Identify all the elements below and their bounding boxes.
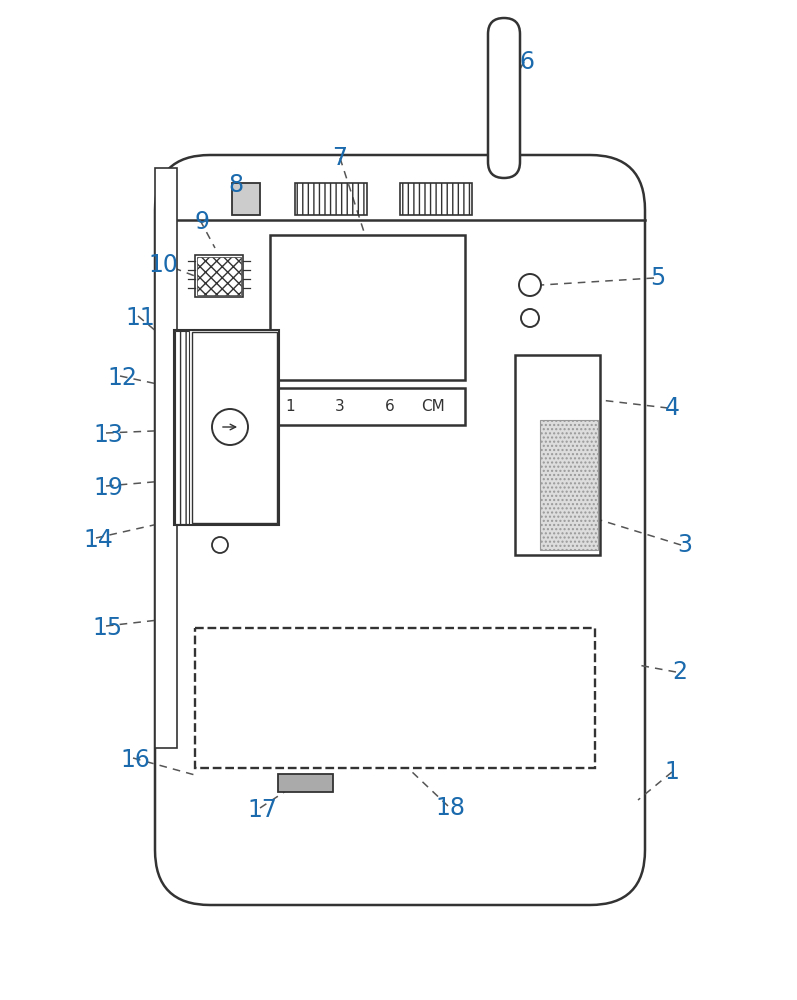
Circle shape xyxy=(519,274,541,296)
Bar xyxy=(400,183,472,215)
FancyBboxPatch shape xyxy=(488,18,520,178)
Text: 1: 1 xyxy=(665,760,679,784)
Bar xyxy=(540,420,598,550)
Bar xyxy=(265,388,465,425)
Text: 14: 14 xyxy=(83,528,113,552)
Text: 18: 18 xyxy=(435,796,465,820)
Text: 16: 16 xyxy=(120,748,150,772)
Text: 17: 17 xyxy=(247,798,277,822)
Text: 9: 9 xyxy=(194,210,210,234)
Bar xyxy=(195,255,243,297)
Text: 6: 6 xyxy=(520,50,535,74)
Circle shape xyxy=(212,409,248,445)
Bar xyxy=(197,257,241,295)
Text: 2: 2 xyxy=(673,660,688,684)
Bar xyxy=(175,331,189,524)
Bar xyxy=(295,183,367,215)
Bar xyxy=(155,168,177,748)
Text: 8: 8 xyxy=(229,173,244,197)
FancyBboxPatch shape xyxy=(155,155,645,905)
Bar xyxy=(195,628,595,768)
Text: 19: 19 xyxy=(93,476,123,500)
Text: CM: CM xyxy=(421,399,445,414)
Bar xyxy=(515,355,600,555)
Text: 6: 6 xyxy=(385,399,395,414)
Bar xyxy=(278,774,333,792)
Text: 12: 12 xyxy=(107,366,137,390)
Text: 5: 5 xyxy=(650,266,665,290)
Bar xyxy=(270,235,465,380)
Circle shape xyxy=(212,537,228,553)
Text: 15: 15 xyxy=(93,616,123,640)
Text: 11: 11 xyxy=(125,306,155,330)
Circle shape xyxy=(521,309,539,327)
Bar xyxy=(232,183,260,215)
Text: 1: 1 xyxy=(285,399,295,414)
Text: 3: 3 xyxy=(335,399,345,414)
Text: 3: 3 xyxy=(677,533,693,557)
Bar xyxy=(192,332,277,523)
Text: 10: 10 xyxy=(148,253,178,277)
Bar xyxy=(174,330,279,525)
Text: 13: 13 xyxy=(93,423,123,447)
Text: 7: 7 xyxy=(332,146,347,170)
Text: 4: 4 xyxy=(665,396,680,420)
